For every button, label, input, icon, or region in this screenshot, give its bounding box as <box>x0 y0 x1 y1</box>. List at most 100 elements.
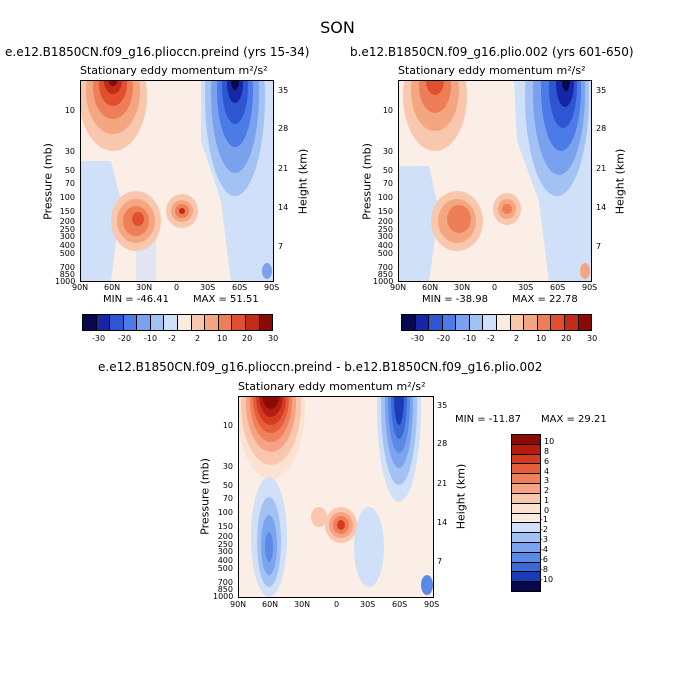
colorbar-box <box>564 315 579 330</box>
colorbar-box <box>442 315 457 330</box>
panel-2-ytick-right: 35 <box>596 86 607 95</box>
colorbar-label: -1 <box>540 515 548 524</box>
colorbar-box <box>429 315 443 330</box>
colorbar-box <box>537 315 552 330</box>
panel-1-ytick-right: 28 <box>278 124 289 133</box>
panel-2-ytick: 150 <box>377 207 393 216</box>
panel-1-ytick: 200 <box>59 217 75 226</box>
colorbar-box <box>469 315 484 330</box>
panel-2-xtick: 30N <box>454 283 471 292</box>
colorbar-box <box>164 315 179 330</box>
panel-1-ytick: 400 <box>59 241 75 250</box>
panel-3-ytick: 500 <box>217 564 233 573</box>
colorbar-box <box>456 315 470 330</box>
panel-3-xtick: 30S <box>360 600 376 609</box>
panel-2-xtick: 60N <box>422 283 439 292</box>
colorbar-box <box>512 562 540 573</box>
colorbar-label: 10 <box>544 437 555 446</box>
panel-3-ytick: 700 <box>217 578 233 587</box>
colorbar-label: 8 <box>544 447 550 456</box>
colorbar-box <box>191 315 206 330</box>
panel-1-xtick: 90N <box>72 283 89 292</box>
panel-1-ytick: 1000 <box>55 277 76 286</box>
panel-1-max: MAX = 51.51 <box>193 294 259 305</box>
panel-1-ytick: 500 <box>59 249 75 258</box>
colorbar-label: 2 <box>195 334 201 343</box>
colorbar-box <box>150 315 165 330</box>
panel-1-contours <box>81 81 273 281</box>
panel-3-xtick: 0 <box>334 600 340 609</box>
colorbar-label: -4 <box>540 545 548 554</box>
panel-3-ytick: 100 <box>217 508 233 517</box>
colorbar-box <box>178 315 192 330</box>
colorbar-box <box>510 315 525 330</box>
colorbar-box <box>123 315 138 330</box>
panel-2-xtick: 30S <box>518 283 534 292</box>
figure-title: SON <box>320 18 355 37</box>
panel-1-ytick: 850 <box>59 270 75 279</box>
panel-3-ytick: 70 <box>222 494 233 503</box>
panel-3-ytick: 50 <box>222 481 233 490</box>
colorbar-label: -10 <box>144 334 158 343</box>
colorbar-box <box>512 552 540 563</box>
colorbar-label: -10 <box>463 334 477 343</box>
panel-1-xtick: 30N <box>136 283 153 292</box>
panel-2-subtitle: Stationary eddy momentum m²/s² <box>398 64 586 77</box>
panel-2-ytick: 500 <box>377 249 393 258</box>
panel-3-ytick-right: 14 <box>437 518 448 527</box>
panel-2-ytick: 100 <box>377 193 393 202</box>
panel-3-ytick-right: 7 <box>437 557 443 566</box>
panel-2-ytick-right: 28 <box>596 124 607 133</box>
panel-1-ytick-right: 21 <box>278 164 289 173</box>
colorbar-box <box>83 315 97 330</box>
panel-3-xtick: 90S <box>424 600 440 609</box>
panel-3-ytick-right: 28 <box>437 439 448 448</box>
panel-1-ytick: 250 <box>59 225 75 234</box>
colorbar-label: 30 <box>268 334 279 343</box>
colorbar-label: 1 <box>544 496 550 505</box>
colorbar-label: -3 <box>540 535 548 544</box>
colorbar-box <box>402 315 416 330</box>
colorbar-label: 0 <box>544 506 550 515</box>
colorbar-box <box>96 315 111 330</box>
colorbar-label: -30 <box>411 334 425 343</box>
colorbar-box <box>415 315 430 330</box>
panel-1-ytick: 100 <box>59 193 75 202</box>
panel-1-ytick: 10 <box>64 106 75 115</box>
panel-1-colorbar <box>82 314 273 331</box>
panel-1-xtick: 90S <box>264 283 280 292</box>
panel-2-min: MIN = -38.98 <box>422 294 489 305</box>
panel-2-xtick: 0 <box>492 283 498 292</box>
colorbar-label: -20 <box>437 334 451 343</box>
panel-2-ytick: 70 <box>382 179 393 188</box>
panel-1-ytick: 300 <box>59 232 75 241</box>
panel-1-ytick: 700 <box>59 263 75 272</box>
colorbar-label: -8 <box>540 565 548 574</box>
panel-3-ytick: 10 <box>222 421 233 430</box>
colorbar-label: 4 <box>544 467 550 476</box>
panel-1-ytick: 30 <box>64 147 75 156</box>
colorbar-box <box>232 315 246 330</box>
colorbar-label: -2 <box>540 525 548 534</box>
panel-2-ytick-right: 21 <box>596 164 607 173</box>
panel-3-subtitle: Stationary eddy momentum m²/s² <box>238 380 426 393</box>
colorbar-box <box>578 315 592 330</box>
colorbar-box <box>137 315 151 330</box>
panel-2-ytick-right: 14 <box>596 203 607 212</box>
colorbar-box <box>110 315 124 330</box>
panel-3-xtick: 60S <box>392 600 408 609</box>
colorbar-box <box>512 454 540 465</box>
panel-3-ytick: 400 <box>217 556 233 565</box>
colorbar-box <box>512 513 540 524</box>
colorbar-label: 2 <box>544 486 550 495</box>
colorbar-box <box>245 315 260 330</box>
colorbar-label: 10 <box>217 334 228 343</box>
panel-3-contours <box>239 397 433 597</box>
panel-3-ylabel-right: Height (km) <box>454 463 468 530</box>
panel-1-xtick: 60N <box>104 283 121 292</box>
panel-2-max: MAX = 22.78 <box>512 294 578 305</box>
colorbar-label: -30 <box>92 334 106 343</box>
colorbar-box <box>512 533 540 543</box>
colorbar-label: -10 <box>540 575 554 584</box>
panel-2-plot-area <box>398 80 592 282</box>
